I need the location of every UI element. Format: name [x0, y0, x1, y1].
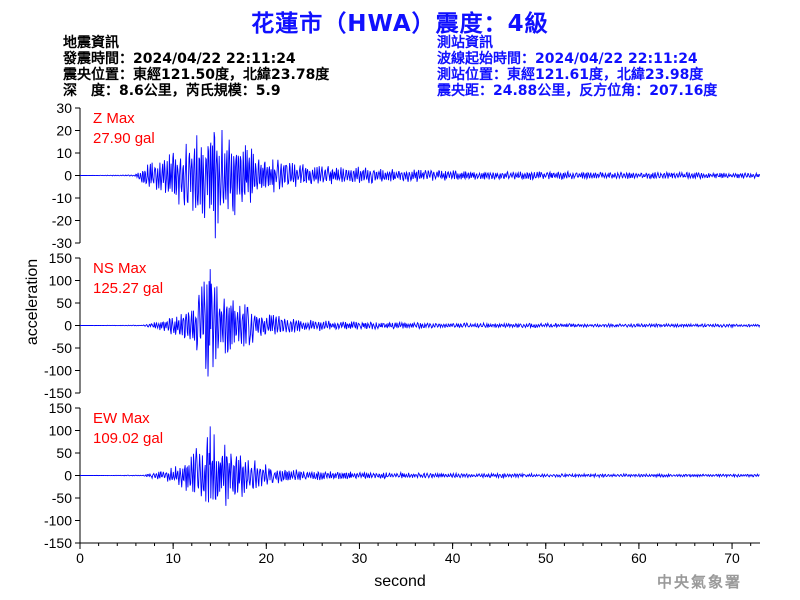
- x-tick-label: 70: [724, 550, 740, 566]
- y-tick-label: -50: [52, 340, 72, 356]
- y-tick-label: 30: [56, 100, 72, 116]
- y-tick-label: -20: [52, 213, 72, 229]
- x-tick-label: 50: [538, 550, 554, 566]
- x-tick-label: 40: [445, 550, 461, 566]
- station-info-heading: 測站資訊: [437, 35, 493, 51]
- y-tick-label: 50: [56, 445, 72, 461]
- y-tick-label: 100: [49, 273, 73, 289]
- x-tick-label: 20: [259, 550, 275, 566]
- y-tick-label: 10: [56, 145, 72, 161]
- agency-watermark: 中央氣象署: [657, 573, 743, 591]
- earthquake-info: 地震資訊 發震時間：2024/04/22 22:11:24 震央位置：東經121…: [63, 35, 329, 99]
- y-tick-label: -150: [44, 535, 72, 551]
- component-max-value: 109.02 gal: [93, 430, 163, 447]
- y-tick-label: -50: [52, 490, 72, 506]
- y-tick-label: -30: [52, 235, 72, 251]
- waveform-trace-ns: [80, 269, 761, 377]
- component-max-value: 125.27 gal: [93, 280, 163, 297]
- waveform-start-time: 波線起始時間：2024/04/22 22:11:24: [437, 51, 698, 67]
- waveform-trace-z: [80, 129, 761, 239]
- y-tick-label: -100: [44, 363, 72, 379]
- page-title: 花蓮市（HWA）震度：4級: [251, 11, 549, 37]
- y-tick-label: 0: [64, 168, 72, 184]
- component-max-value: 27.90 gal: [93, 130, 155, 147]
- epicenter-location: 震央位置：東經121.50度，北緯23.78度: [63, 67, 330, 83]
- y-tick-label: 150: [49, 250, 73, 266]
- waveform-trace-ew: [80, 426, 760, 506]
- component-label: Z Max: [93, 110, 135, 127]
- y-tick-label: 100: [49, 423, 73, 439]
- earthquake-info-heading: 地震資訊: [63, 35, 119, 51]
- station-location: 測站位置：東經121.61度，北緯23.98度: [437, 67, 704, 83]
- y-tick-label: 0: [64, 318, 72, 334]
- y-tick-label: -150: [44, 385, 72, 401]
- y-tick-label: -10: [52, 190, 72, 206]
- y-tick-label: 0: [64, 468, 72, 484]
- x-tick-label: 60: [631, 550, 647, 566]
- x-axis-title: second: [374, 573, 426, 590]
- x-tick-label: 10: [165, 550, 181, 566]
- y-tick-label: 20: [56, 123, 72, 139]
- x-tick-label: 30: [352, 550, 368, 566]
- y-axis-title: acceleration: [24, 259, 41, 345]
- component-label: EW Max: [93, 410, 150, 427]
- depth-magnitude: 深 度：8.6公里，芮氏規模：5.9: [63, 83, 281, 99]
- y-tick-label: -100: [44, 513, 72, 529]
- origin-time: 發震時間：2024/04/22 22:11:24: [63, 51, 296, 67]
- station-info: 測站資訊 波線起始時間：2024/04/22 22:11:24 測站位置：東經1…: [437, 35, 717, 99]
- x-tick-label: 0: [76, 550, 84, 566]
- y-tick-label: 150: [49, 400, 73, 416]
- component-label: NS Max: [93, 260, 147, 277]
- y-tick-label: 50: [56, 295, 72, 311]
- epicentral-distance: 震央距：24.88公里，反方位角：207.16度: [437, 83, 718, 99]
